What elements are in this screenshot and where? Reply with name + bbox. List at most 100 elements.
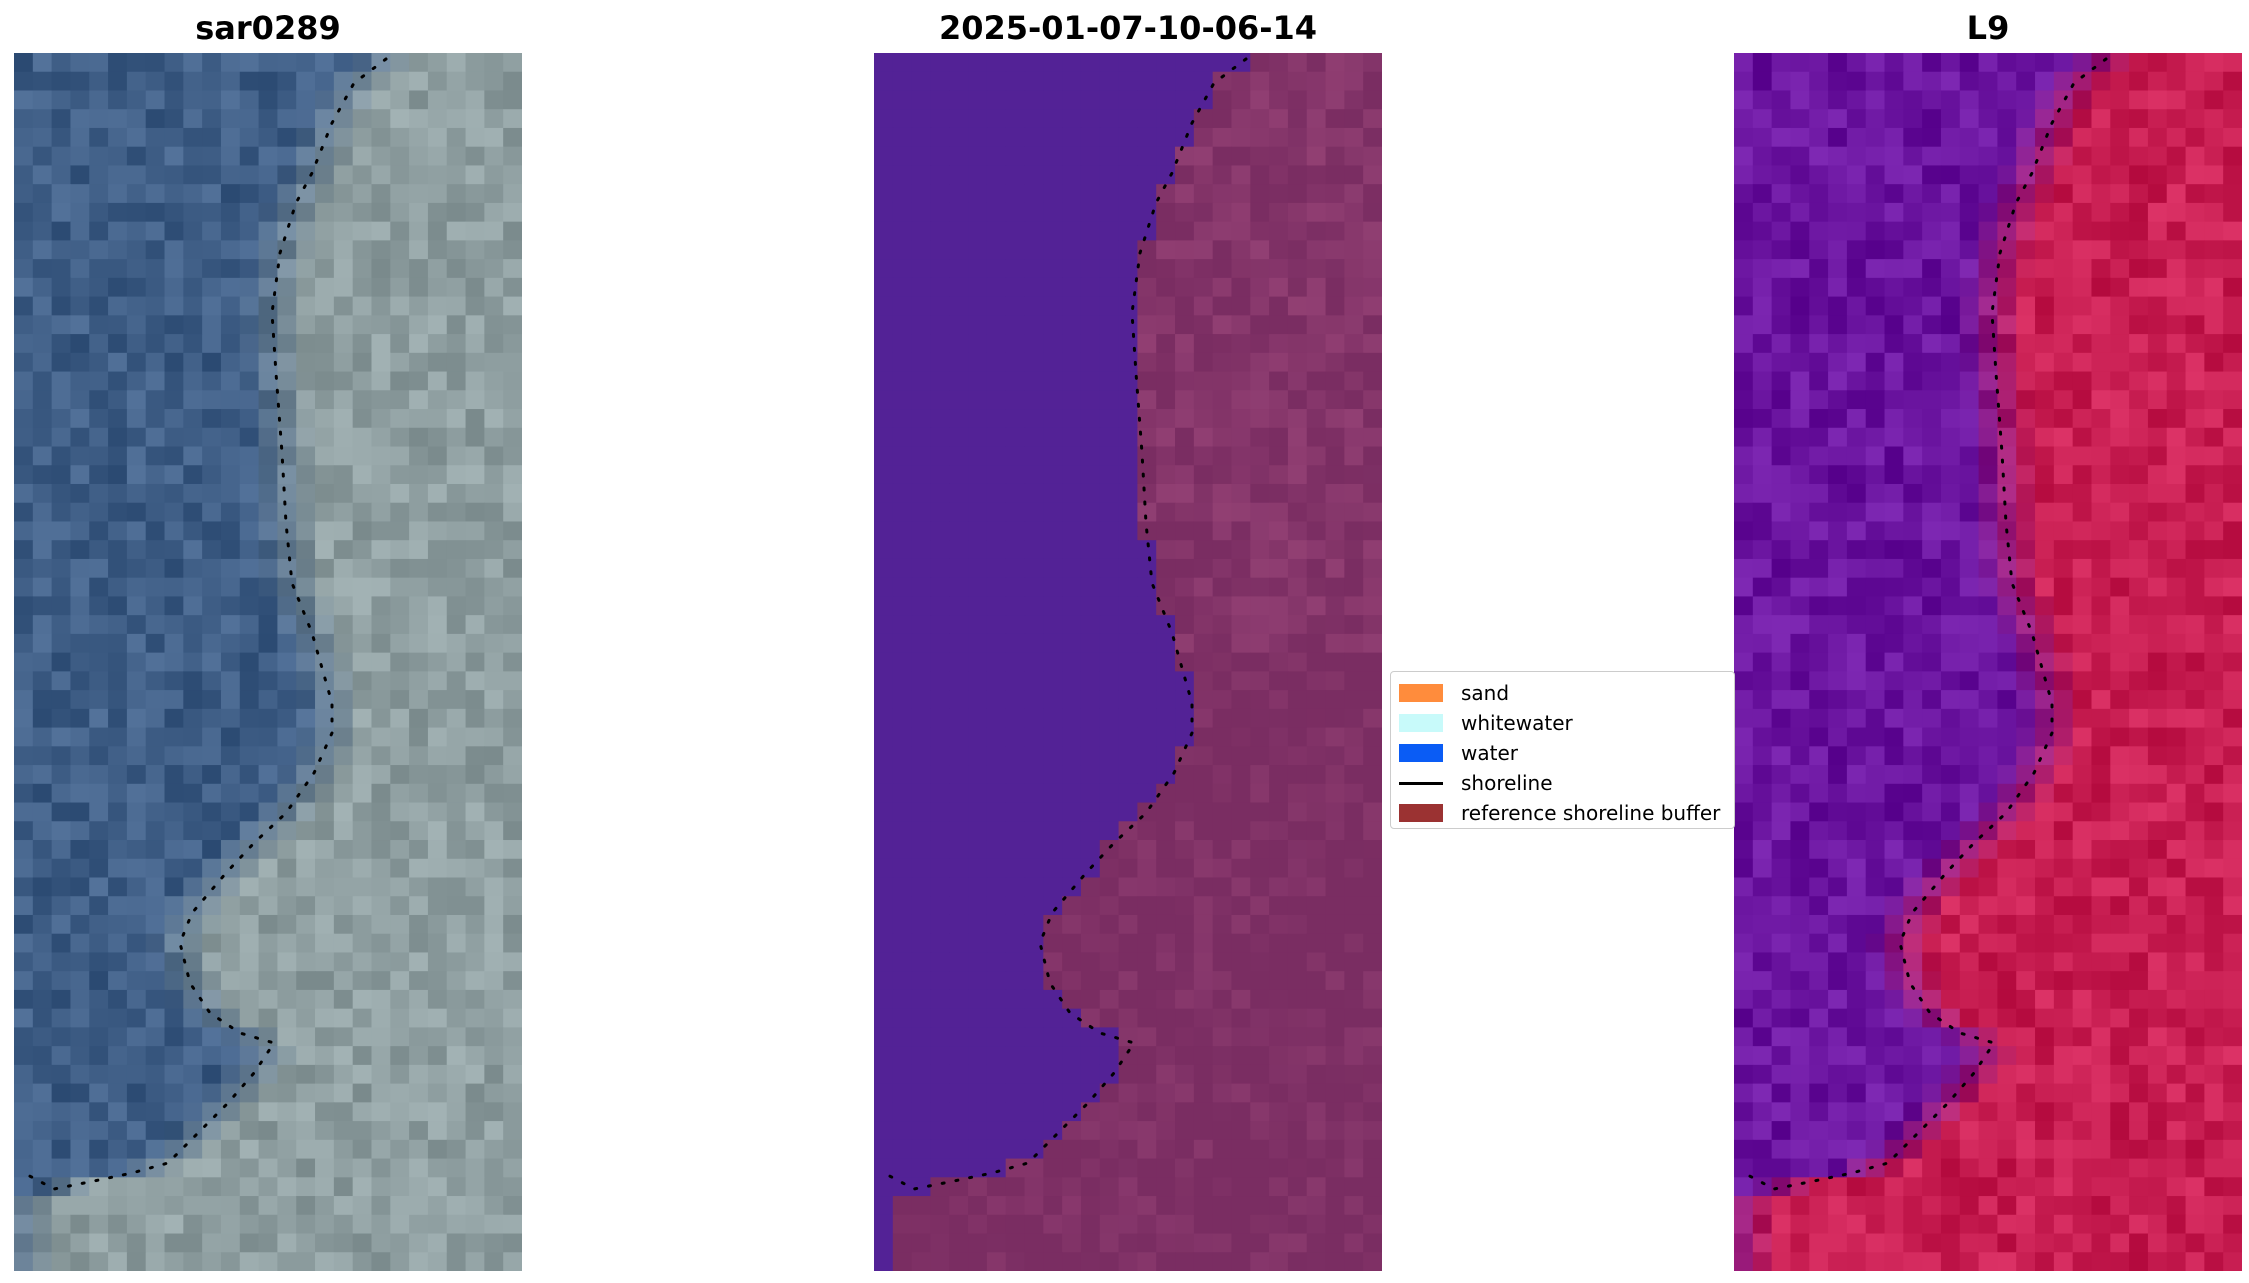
pixel-cell xyxy=(352,1233,373,1253)
pixel-cell xyxy=(1734,596,1754,616)
pixel-cell xyxy=(1997,371,2017,391)
pixel-cell xyxy=(1771,90,1792,110)
pixel-cell xyxy=(2072,765,2093,785)
pixel-cell xyxy=(986,109,1007,129)
pixel-cell xyxy=(968,221,988,241)
pixel-cell xyxy=(427,914,448,935)
pixel-cell xyxy=(183,633,203,654)
pixel-cell xyxy=(333,109,354,129)
pixel-cell xyxy=(1193,1121,1214,1141)
pixel-cell xyxy=(1024,877,1044,897)
pixel-cell xyxy=(352,296,373,316)
pixel-cell xyxy=(333,1233,354,1253)
pixel-cell xyxy=(1099,277,1120,298)
pixel-cell xyxy=(2204,127,2224,148)
pixel-cell xyxy=(1997,146,2017,167)
pixel-cell xyxy=(1193,765,1214,785)
pixel-cell xyxy=(1752,652,1773,672)
pixel-cell xyxy=(2091,671,2111,691)
pixel-cell xyxy=(1809,1046,1829,1066)
pixel-cell xyxy=(1752,90,1773,110)
pixel-cell xyxy=(427,315,448,335)
pixel-cell xyxy=(14,390,34,410)
pixel-cell xyxy=(1865,652,1886,672)
pixel-cell xyxy=(1940,802,1961,822)
pixel-cell xyxy=(371,577,391,598)
pixel-cell xyxy=(1363,1102,1382,1122)
pixel-cell xyxy=(2035,952,2055,972)
pixel-cell xyxy=(892,633,913,654)
pixel-cell xyxy=(2166,409,2187,429)
pixel-cell xyxy=(32,746,53,766)
pixel-cell xyxy=(1099,90,1120,110)
pixel-cell xyxy=(1175,1064,1195,1085)
pixel-cell xyxy=(892,221,913,241)
pixel-cell xyxy=(1137,1121,1157,1141)
pixel-cell xyxy=(2053,277,2074,298)
pixel-cell xyxy=(1250,259,1270,279)
pixel-cell xyxy=(1137,765,1157,785)
pixel-cell xyxy=(51,71,72,92)
pixel-cell xyxy=(484,409,504,429)
pixel-cell xyxy=(446,933,467,954)
pixel-cell xyxy=(371,202,391,223)
pixel-cell xyxy=(220,53,241,73)
pixel-cell xyxy=(874,483,894,504)
pixel-cell xyxy=(1734,352,1754,373)
pixel-cell xyxy=(930,221,950,241)
pixel-cell xyxy=(1734,858,1754,879)
pixel-cell xyxy=(1043,727,1063,747)
pixel-cell xyxy=(145,1008,166,1028)
pixel-cell xyxy=(1118,1158,1138,1178)
pixel-cell xyxy=(352,446,373,466)
pixel-cell xyxy=(1978,858,1998,879)
pixel-cell xyxy=(1005,446,1026,466)
pixel-cell xyxy=(2185,521,2205,541)
pixel-cell xyxy=(986,971,1007,991)
pixel-cell xyxy=(315,858,335,879)
pixel-cell xyxy=(1865,727,1886,747)
pixel-cell xyxy=(2147,184,2168,204)
pixel-cell xyxy=(503,465,522,485)
pixel-cell xyxy=(14,671,34,691)
pixel-cell xyxy=(277,858,297,879)
pixel-cell xyxy=(1903,652,1923,672)
pixel-cell xyxy=(1024,1064,1044,1085)
pixel-cell xyxy=(1043,1102,1063,1122)
pixel-cell xyxy=(14,540,34,560)
pixel-cell xyxy=(371,840,391,860)
pixel-cell xyxy=(1922,521,1942,541)
pixel-cell xyxy=(1137,1102,1157,1122)
pixel-cell xyxy=(2147,465,2168,485)
pixel-cell xyxy=(202,296,222,316)
pixel-cell xyxy=(1024,933,1044,954)
pixel-cell xyxy=(1175,840,1195,860)
pixel-cell xyxy=(390,465,410,485)
pixel-cell xyxy=(2110,202,2130,223)
pixel-cell xyxy=(409,896,429,916)
pixel-cell xyxy=(202,821,222,841)
pixel-cell xyxy=(2091,708,2111,729)
pixel-cell xyxy=(1156,821,1176,841)
pixel-cell xyxy=(1024,352,1044,373)
pixel-cell xyxy=(126,1158,147,1178)
pixel-cell xyxy=(70,521,90,541)
pixel-cell xyxy=(409,184,429,204)
pixel-cell xyxy=(1193,371,1214,391)
pixel-cell xyxy=(1175,540,1195,560)
pixel-cell xyxy=(1250,558,1270,579)
pixel-cell xyxy=(1231,558,1251,579)
pixel-cell xyxy=(70,221,90,241)
pixel-cell xyxy=(911,877,932,897)
pixel-cell xyxy=(70,633,90,654)
pixel-cell xyxy=(1363,371,1382,391)
pixel-cell xyxy=(1118,165,1138,185)
pixel-cell xyxy=(51,746,72,766)
pixel-cell xyxy=(1922,315,1942,335)
pixel-cell xyxy=(1306,446,1327,466)
pixel-cell xyxy=(390,296,410,316)
panel-title-l9: L9 xyxy=(1966,9,2010,47)
pixel-cell xyxy=(1734,821,1754,841)
pixel-cell xyxy=(1771,933,1792,954)
pixel-cell xyxy=(1734,896,1754,916)
